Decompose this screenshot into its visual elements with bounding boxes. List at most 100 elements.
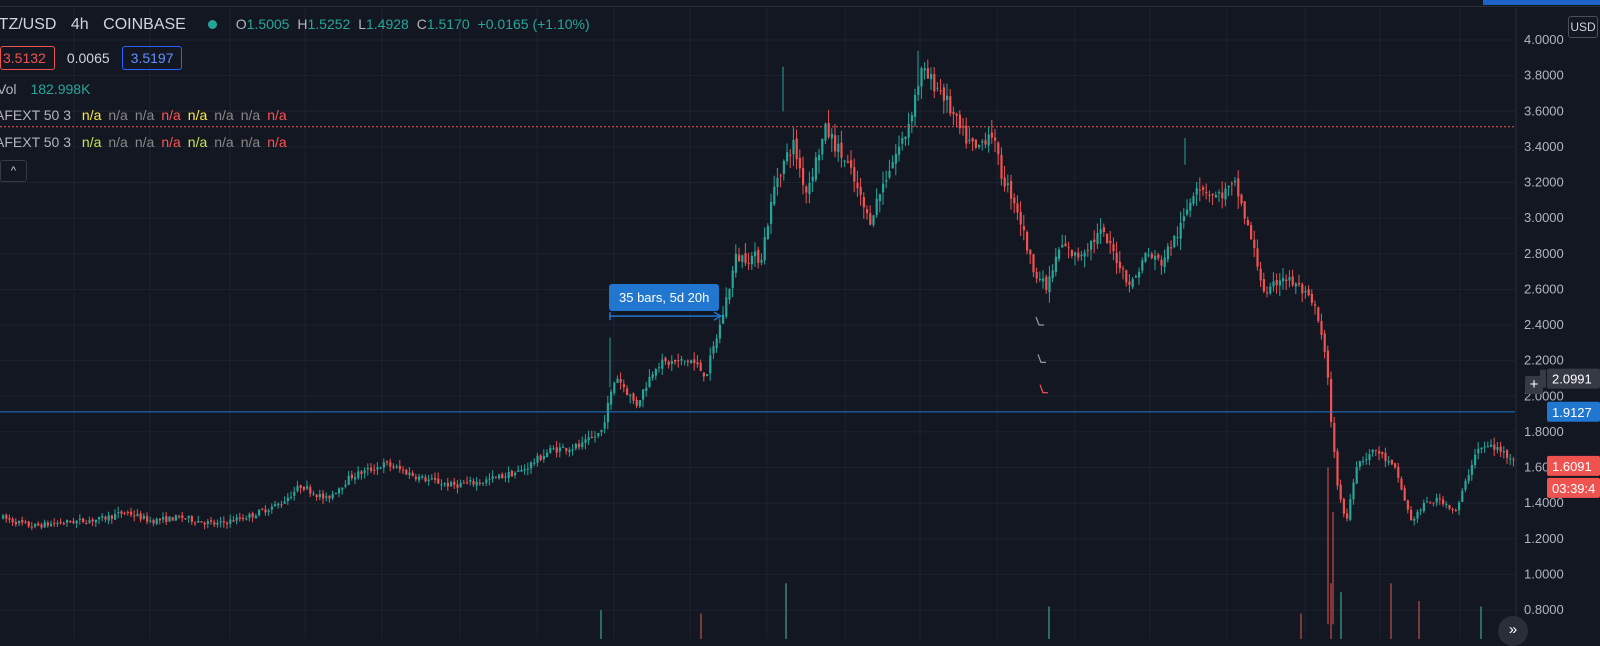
- candle-body-339: [1086, 250, 1089, 252]
- candle-body-201: [645, 387, 648, 391]
- candle-body-112: [360, 471, 363, 475]
- candle-body-19: [62, 523, 65, 525]
- symbol-name[interactable]: XTZ/USD: [0, 16, 57, 33]
- candle-body-251: [805, 186, 808, 193]
- candle-body-366: [1173, 235, 1176, 248]
- candle-body-266: [853, 167, 856, 182]
- candle-body-252: [808, 182, 811, 195]
- candle-body-180: [578, 443, 581, 448]
- candle-body-437: [1400, 478, 1403, 490]
- candle-body-319: [1022, 226, 1025, 231]
- candle-body-217: [696, 362, 699, 365]
- candle-body-444: [1422, 503, 1425, 512]
- candle-body-365: [1170, 247, 1173, 249]
- interval[interactable]: 4h: [70, 16, 89, 33]
- candle-body-106: [341, 487, 344, 490]
- currency-button[interactable]: USD: [1568, 16, 1598, 38]
- candle-body-72: [232, 520, 235, 522]
- volume-bar-1: [1330, 583, 1332, 639]
- candle-body-325: [1042, 278, 1045, 282]
- candle-body-122: [392, 466, 395, 468]
- candle-body-239: [766, 226, 769, 240]
- candle-body-384: [1230, 183, 1233, 185]
- candle-body-187: [600, 429, 603, 433]
- candle-body-458: [1467, 474, 1470, 482]
- candle-body-89: [286, 497, 289, 502]
- candle-body-442: [1416, 511, 1419, 519]
- candle-body-254: [814, 157, 817, 180]
- market-open-dot-icon: [208, 19, 218, 29]
- candle-body-394: [1262, 279, 1265, 292]
- candle-body-218: [699, 362, 702, 371]
- candle-body-407: [1304, 290, 1307, 293]
- candle-body-213: [683, 360, 686, 362]
- candle-body-375: [1202, 187, 1205, 190]
- candle-body-288: [923, 68, 926, 71]
- scroll-to-realtime-icon[interactable]: »: [1498, 616, 1528, 646]
- candle-body-434: [1390, 459, 1393, 465]
- volume-legend[interactable]: Vol 182.998K: [0, 81, 91, 97]
- volume-bar-0: [785, 583, 787, 639]
- candle-body-114: [366, 468, 369, 470]
- candle-body-95: [306, 486, 309, 489]
- candle-body-246: [789, 154, 792, 156]
- collapse-legend-button[interactable]: ^: [0, 160, 27, 182]
- candle-body-326: [1045, 276, 1048, 291]
- volume-bar-6: [1480, 606, 1482, 639]
- candle-body-328: [1051, 270, 1054, 279]
- candle-body-62: [200, 521, 203, 523]
- candle-body-225: [722, 314, 725, 324]
- candle-body-51: [165, 516, 168, 522]
- volume-bar-7: [1300, 613, 1302, 639]
- candle-body-402: [1288, 277, 1291, 281]
- candle-body-120: [386, 461, 389, 463]
- measure-ruler-arrow: [713, 311, 723, 321]
- candle-body-149: [478, 482, 481, 484]
- candle-body-351: [1125, 270, 1128, 283]
- candle-body-167: [536, 455, 539, 463]
- candle-body-356: [1141, 260, 1144, 271]
- candle-body-192: [616, 378, 619, 384]
- buy-button[interactable]: 3.5197: [121, 46, 183, 70]
- candle-body-435: [1394, 463, 1397, 468]
- candle-body-8: [27, 521, 30, 527]
- candle-body-316: [1013, 197, 1016, 204]
- candle-body-364: [1166, 246, 1169, 260]
- candle-body-124: [398, 466, 401, 470]
- candle-body-245: [786, 152, 789, 162]
- candle-body-230: [738, 254, 741, 261]
- add-alert-plus-icon[interactable]: +: [1525, 376, 1543, 394]
- candle-body-148: [475, 481, 478, 486]
- sell-button[interactable]: 3.5132: [0, 46, 55, 70]
- candle-body-133: [427, 479, 430, 481]
- candle-body-281: [901, 138, 904, 144]
- candle-body-411: [1317, 307, 1320, 321]
- volume-bar-8: [600, 610, 602, 639]
- countdown-label: 03:39:4: [1552, 481, 1595, 496]
- top-accent-bar: [1483, 0, 1600, 5]
- candle-body-289: [926, 68, 929, 79]
- candle-body-105: [338, 488, 341, 494]
- candle-body-171: [549, 447, 552, 453]
- candle-body-11: [37, 523, 40, 526]
- candle-body-312: [1000, 154, 1003, 179]
- candle-body-113: [363, 470, 366, 474]
- candle-body-306: [981, 141, 984, 143]
- candle-body-299: [958, 114, 961, 129]
- candle-body-118: [379, 467, 382, 469]
- indicator-legend-1[interactable]: AFEXT 50 3 n/a n/a n/a n/a n/a n/a n/a n/a: [0, 107, 287, 123]
- candle-body-154: [494, 476, 497, 478]
- candle-body-438: [1403, 488, 1406, 501]
- candle-body-200: [642, 389, 645, 400]
- indicator-legend-2[interactable]: AFEXT 50 3 n/a n/a n/a n/a n/a n/a n/a n/a: [0, 134, 287, 150]
- candle-body-415: [1330, 378, 1333, 423]
- candle-body-471: [1509, 458, 1512, 460]
- candle-body-354: [1134, 276, 1137, 278]
- exchange: COINBASE: [103, 16, 186, 33]
- candle-body-363: [1163, 257, 1166, 268]
- candle-body-284: [910, 115, 913, 122]
- candle-body-49: [158, 518, 161, 521]
- candle-body-290: [930, 74, 933, 80]
- candle-body-378: [1211, 193, 1214, 196]
